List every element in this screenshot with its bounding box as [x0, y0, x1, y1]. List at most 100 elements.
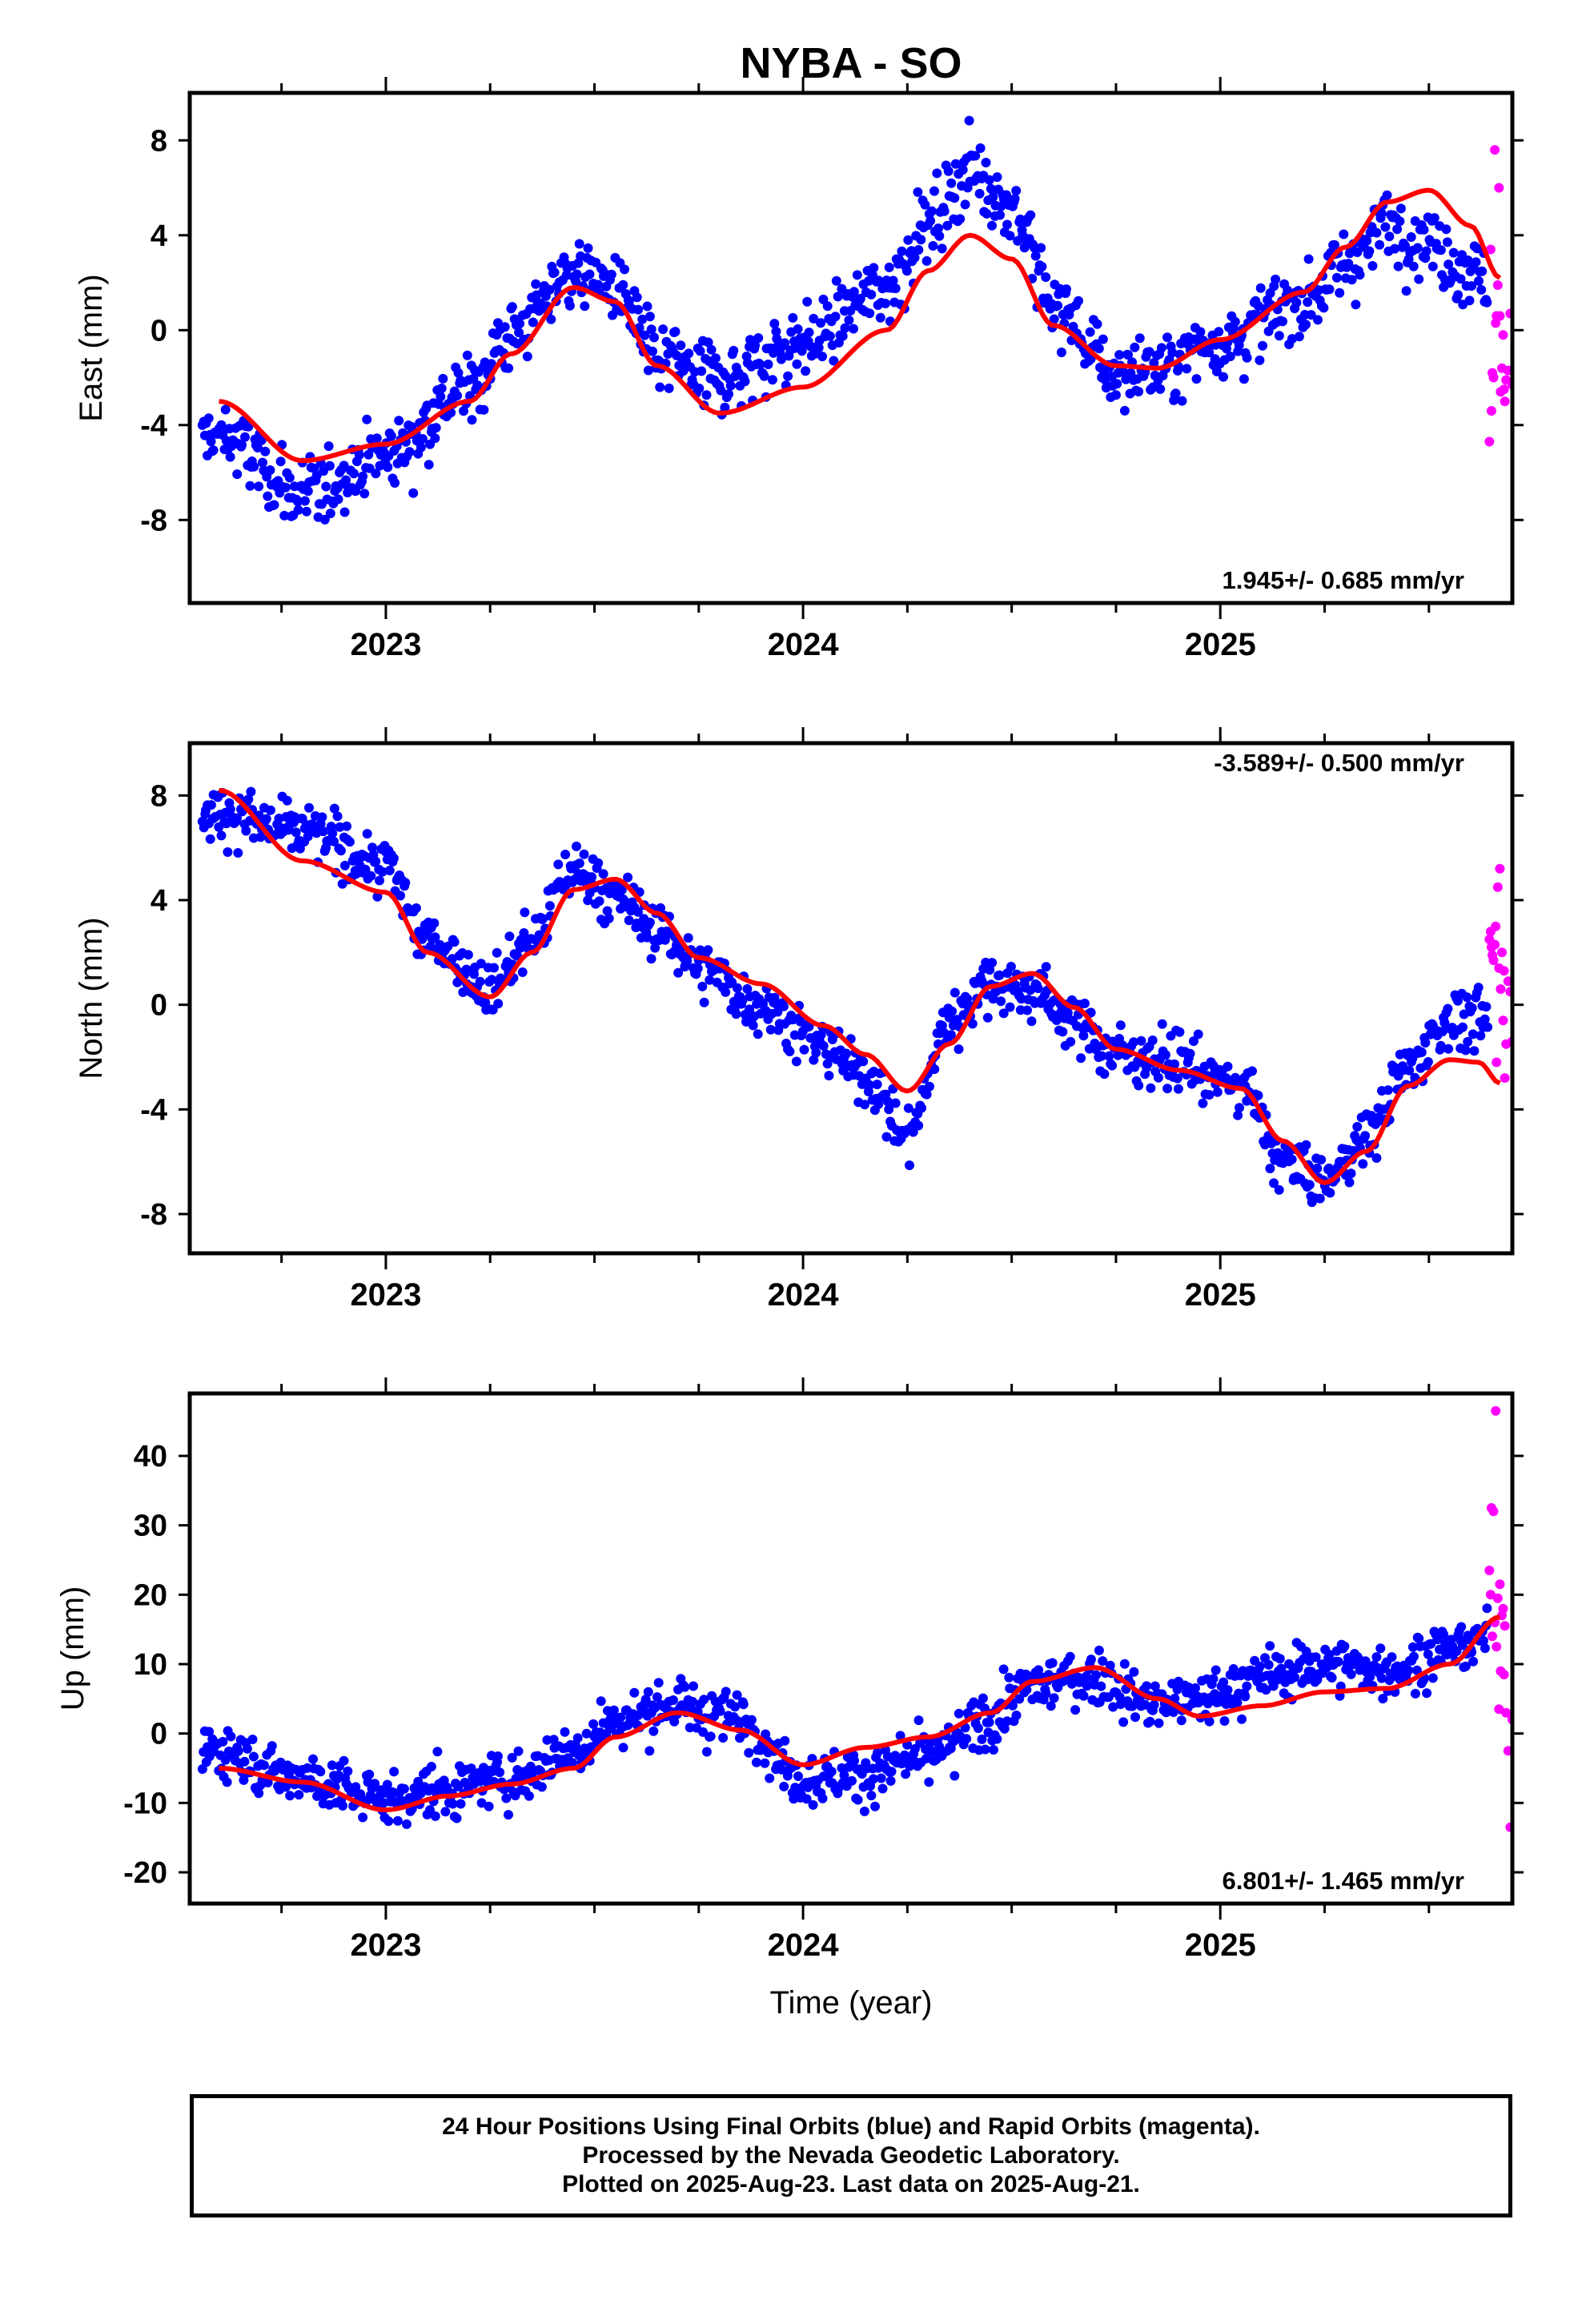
- final-point: [1078, 1691, 1089, 1701]
- final-point: [992, 172, 1002, 183]
- final-point: [994, 970, 1005, 980]
- final-point: [294, 1790, 304, 1800]
- final-point: [1046, 1701, 1056, 1711]
- final-point: [1404, 1065, 1415, 1076]
- final-point: [399, 1783, 409, 1794]
- final-point: [507, 1752, 517, 1763]
- final-point: [982, 208, 992, 219]
- rapid-point: [1492, 311, 1502, 321]
- plot-frame: [187, 1391, 1515, 1906]
- final-point: [793, 324, 803, 334]
- final-point: [913, 1120, 924, 1131]
- final-point: [1365, 1671, 1375, 1682]
- final-point: [643, 365, 653, 376]
- final-point: [593, 858, 604, 868]
- final-point: [1091, 1044, 1101, 1055]
- final-point: [263, 491, 273, 501]
- final-point: [884, 262, 894, 272]
- final-point: [1219, 1716, 1230, 1726]
- final-point: [860, 1100, 869, 1110]
- rapid-point: [1492, 280, 1503, 290]
- final-point: [532, 290, 542, 300]
- final-point: [1358, 1159, 1368, 1169]
- final-point: [1112, 379, 1122, 389]
- final-point: [699, 1695, 709, 1705]
- final-point: [950, 193, 960, 203]
- final-point: [362, 414, 372, 424]
- final-point: [783, 371, 793, 381]
- final-point: [344, 837, 355, 847]
- final-point: [248, 1751, 259, 1762]
- final-point: [1160, 1050, 1170, 1060]
- final-point: [881, 1132, 892, 1142]
- final-point: [1452, 995, 1463, 1006]
- final-point: [416, 442, 426, 452]
- final-point: [822, 1059, 833, 1069]
- final-point: [1098, 334, 1108, 344]
- final-point: [683, 933, 693, 943]
- final-point: [519, 928, 529, 938]
- final-point: [1094, 1645, 1104, 1655]
- final-point: [849, 1755, 859, 1766]
- final-point: [1053, 300, 1063, 311]
- final-point: [998, 1664, 1009, 1675]
- final-point: [1395, 216, 1405, 227]
- final-point: [629, 1687, 640, 1698]
- final-point: [321, 481, 331, 492]
- final-point: [1096, 1681, 1106, 1691]
- final-point: [1066, 1036, 1076, 1047]
- final-point: [1476, 284, 1487, 295]
- final-point: [459, 406, 468, 416]
- final-point: [954, 1708, 964, 1719]
- final-point: [964, 115, 974, 126]
- final-point: [438, 373, 448, 384]
- rapid-point: [1485, 1590, 1496, 1600]
- y-tick-label: -8: [140, 1198, 167, 1232]
- rate-label: -3.589+/- 0.500 mm/yr: [1214, 749, 1464, 777]
- final-point: [1225, 352, 1235, 361]
- final-point: [411, 903, 421, 913]
- final-point: [928, 241, 938, 251]
- rapid-point: [1488, 1631, 1497, 1642]
- x-tick-label: 2024: [768, 1928, 840, 1963]
- final-point: [737, 995, 748, 1006]
- final-point: [1105, 1660, 1115, 1671]
- final-point: [1041, 272, 1051, 282]
- final-point: [259, 1760, 269, 1771]
- final-point: [753, 1029, 763, 1039]
- final-point: [1065, 1651, 1075, 1662]
- final-point: [553, 859, 564, 870]
- final-point: [504, 1810, 513, 1820]
- final-point: [1290, 1672, 1299, 1683]
- final-point: [865, 308, 875, 319]
- final-point: [1134, 387, 1144, 396]
- final-point: [371, 468, 381, 479]
- final-point: [572, 1733, 583, 1743]
- final-point: [429, 918, 440, 928]
- final-point: [974, 188, 985, 199]
- final-point: [246, 786, 256, 797]
- final-point: [903, 235, 913, 245]
- final-point: [644, 917, 655, 927]
- final-point: [721, 1687, 731, 1697]
- final-point: [383, 462, 393, 472]
- final-point: [837, 331, 848, 341]
- final-point: [252, 443, 263, 452]
- final-point: [1081, 1671, 1091, 1682]
- final-point: [1255, 1661, 1265, 1671]
- final-point: [358, 1812, 368, 1823]
- rapid-point: [1496, 984, 1506, 995]
- final-point: [646, 324, 656, 335]
- final-point: [233, 1746, 243, 1756]
- final-point: [282, 795, 292, 806]
- final-point: [981, 158, 991, 167]
- final-point: [1253, 1090, 1263, 1100]
- final-point: [1467, 281, 1476, 292]
- final-point: [1242, 352, 1252, 363]
- final-point: [206, 436, 216, 447]
- rapid-point: [1496, 387, 1506, 397]
- final-point: [275, 456, 286, 467]
- final-point: [813, 343, 824, 353]
- final-point: [594, 896, 604, 907]
